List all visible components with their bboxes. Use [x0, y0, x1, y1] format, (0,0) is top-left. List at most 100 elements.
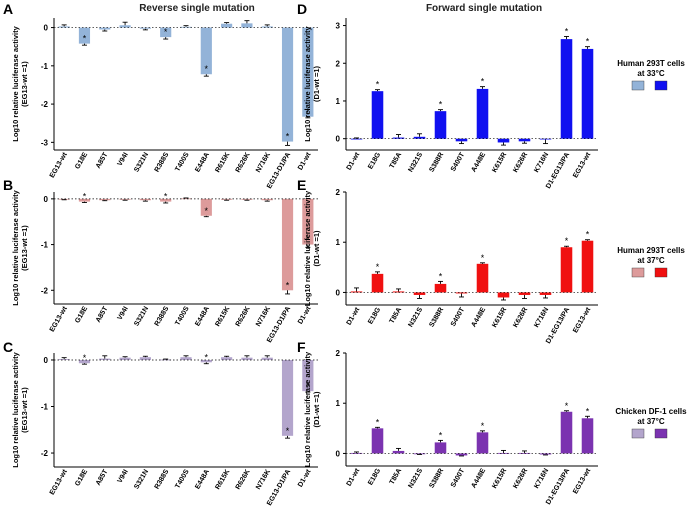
category-label: EG13-wt — [572, 467, 592, 495]
y-tick-label: -1 — [41, 241, 49, 250]
legend-line2: at 33°C — [637, 69, 664, 78]
category-label: E448A — [194, 469, 211, 491]
bar — [455, 453, 468, 456]
bar — [476, 432, 489, 454]
category-label: N716K — [255, 469, 272, 491]
bar — [99, 358, 111, 360]
significance-star: * — [586, 37, 590, 47]
bar — [581, 48, 594, 139]
category-label: T400S — [174, 305, 191, 327]
significance-star: * — [306, 107, 310, 117]
category-label: D1-wt — [346, 306, 362, 327]
category-label: S388R — [428, 152, 445, 174]
bar — [119, 25, 131, 28]
y-axis-label-sub: (D1-wt =1) — [312, 65, 321, 102]
y-tick-label: -3 — [41, 138, 49, 147]
bar — [180, 357, 192, 360]
bar — [539, 138, 552, 140]
bar — [413, 292, 426, 295]
y-tick-label: 2 — [336, 349, 341, 358]
bar — [497, 138, 510, 143]
category-label: V94I — [117, 305, 130, 321]
bar — [139, 198, 151, 201]
category-label: A85T — [95, 305, 110, 324]
bar — [518, 292, 531, 295]
category-label: R388S — [154, 468, 171, 490]
category-label: S321N — [133, 152, 150, 174]
significance-star: * — [481, 253, 485, 263]
category-label: EG13-wt — [49, 305, 69, 333]
bar — [221, 23, 233, 28]
y-tick-label: 0 — [336, 135, 341, 144]
bar — [392, 137, 405, 139]
bar — [302, 27, 314, 117]
bar — [581, 418, 594, 454]
legend-line1: Chicken DF-1 cells — [615, 407, 687, 416]
significance-star: * — [376, 417, 380, 427]
bar — [241, 198, 253, 200]
left-column-title: Reverse single mutation — [139, 3, 255, 14]
bar — [281, 359, 294, 436]
bar — [560, 411, 573, 454]
significance-star: * — [481, 421, 485, 431]
category-label: A448E — [470, 306, 487, 328]
category-label: S321N — [133, 306, 150, 328]
y-tick-label: -1 — [41, 62, 49, 71]
bar — [476, 88, 489, 139]
panel-letter: A — [3, 1, 13, 17]
significance-star: * — [164, 192, 168, 202]
category-label: G18E — [74, 151, 89, 170]
category-label: A448E — [470, 467, 487, 489]
significance-star: * — [83, 34, 87, 44]
category-label: T85A — [389, 468, 404, 486]
category-label: K615R — [491, 152, 508, 174]
bar — [392, 450, 405, 454]
significance-star: * — [286, 426, 290, 436]
category-label: V94I — [117, 468, 130, 484]
bar — [455, 292, 468, 294]
significance-star: * — [376, 262, 380, 272]
legend-swatch-forward — [654, 80, 668, 91]
y-tick-label: 0 — [336, 449, 341, 458]
bar — [434, 283, 447, 293]
bar — [581, 240, 594, 293]
bar — [371, 428, 384, 454]
legend-line1: Human 293T cells — [617, 246, 685, 255]
panel-letter: F — [297, 339, 306, 355]
bar — [539, 453, 552, 455]
category-label: T400S — [174, 151, 191, 173]
y-axis-label: Log10 relative luciferase activity — [11, 25, 20, 141]
category-label: E18G — [367, 151, 382, 170]
bar — [302, 359, 314, 392]
y-axis-label-sub: (EG13-wt =1) — [20, 61, 29, 107]
y-tick-label: 0 — [336, 288, 341, 297]
bar — [99, 198, 111, 201]
category-label: A85T — [95, 151, 110, 170]
category-label: EG13-wt — [572, 306, 592, 334]
bar — [413, 136, 426, 139]
bar — [180, 198, 192, 200]
bar — [392, 291, 405, 293]
bar — [350, 291, 363, 293]
bar — [99, 27, 111, 30]
legend-line2: at 37°C — [637, 256, 664, 265]
category-label: D1-wt — [297, 151, 313, 172]
y-tick-label: -2 — [41, 286, 49, 295]
y-axis-label-sub: (D1-wt =1) — [312, 391, 321, 428]
significance-star: * — [205, 206, 209, 216]
y-axis-label: Log10 relative luciferase activity — [303, 351, 312, 467]
significance-star: * — [286, 132, 290, 142]
bar — [200, 27, 212, 75]
y-tick-label: 1 — [336, 238, 341, 247]
bar — [58, 198, 70, 200]
category-label: R626K — [235, 469, 252, 491]
category-label: K615R — [491, 468, 508, 490]
significance-star: * — [565, 236, 569, 246]
category-label: R626K — [235, 306, 252, 328]
category-label: S388R — [428, 468, 445, 490]
legend-swatch-reverse — [631, 428, 645, 439]
significance-star: * — [83, 192, 87, 202]
